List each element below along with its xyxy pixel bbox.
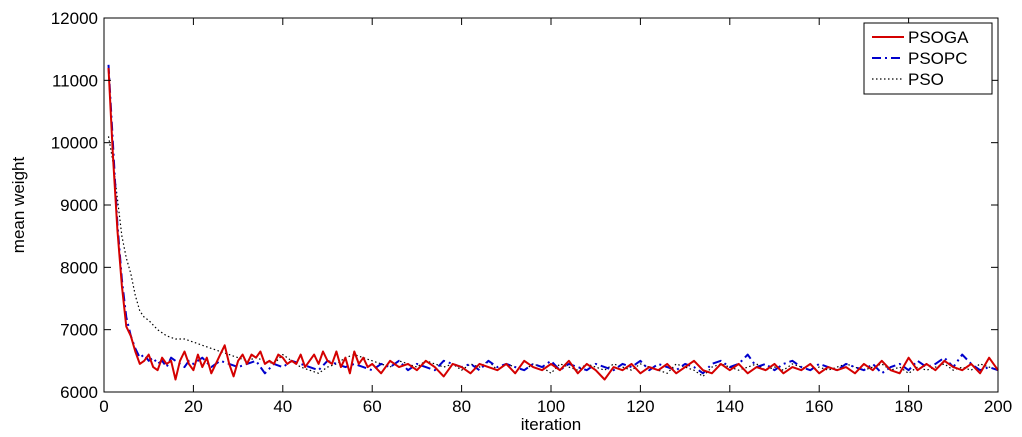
x-tick-label: 0 bbox=[99, 397, 108, 416]
legend: PSOGA PSOPC PSO bbox=[863, 22, 993, 95]
x-tick-label: 80 bbox=[452, 397, 471, 416]
y-tick-label: 11000 bbox=[52, 71, 98, 90]
x-axis-label: iteration bbox=[521, 415, 581, 434]
x-tick-label: 60 bbox=[363, 397, 382, 416]
series-line-psoga bbox=[107, 67, 999, 381]
legend-label-pso: PSO bbox=[908, 70, 944, 89]
x-tick-label: 20 bbox=[184, 397, 203, 416]
series-line-pso bbox=[107, 136, 999, 377]
x-tick-label: 140 bbox=[716, 397, 744, 416]
y-axis-label: mean weight bbox=[9, 157, 28, 254]
ticks-layer: 0 20 40 60 80 100 120 140 160 180 200 6000 7000 8000 9… bbox=[51, 9, 1012, 416]
x-tick-label: 100 bbox=[537, 397, 565, 416]
x-tick-label: 120 bbox=[626, 397, 654, 416]
x-tick-label: 160 bbox=[805, 397, 833, 416]
x-tick-label: 200 bbox=[984, 397, 1012, 416]
y-tick-label: 12000 bbox=[51, 9, 98, 28]
plot-background bbox=[104, 18, 998, 392]
y-tick-label: 9000 bbox=[60, 196, 98, 215]
y-tick-label: 10000 bbox=[51, 134, 98, 153]
y-tick-label: 8000 bbox=[60, 258, 98, 277]
legend-label-psoga: PSOGA bbox=[908, 28, 969, 47]
y-tick-label: 6000 bbox=[60, 383, 98, 402]
series-layer bbox=[107, 64, 999, 381]
legend-label-psopc: PSOPC bbox=[908, 49, 968, 68]
x-tick-label: 180 bbox=[894, 397, 922, 416]
x-tick-label: 40 bbox=[273, 397, 292, 416]
y-tick-label: 7000 bbox=[60, 321, 98, 340]
